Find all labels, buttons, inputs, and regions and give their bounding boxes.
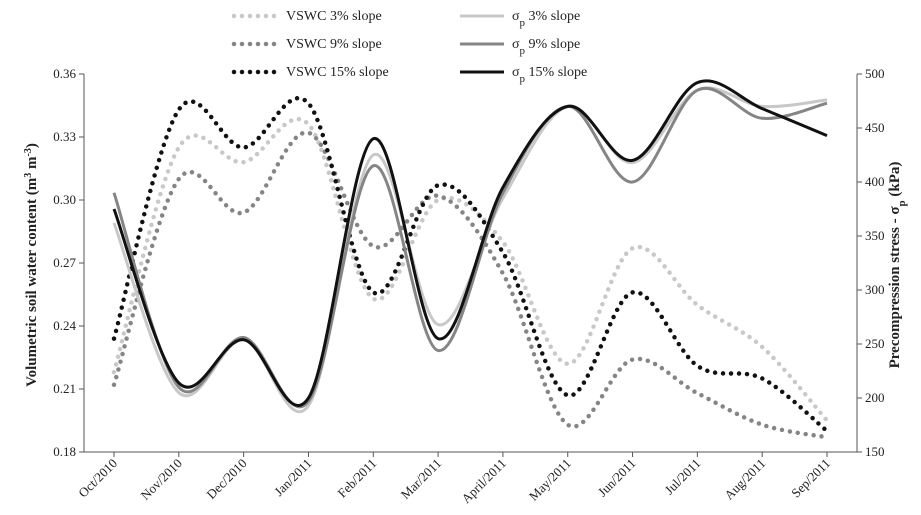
- legend-label: σp 15% slope: [512, 65, 587, 85]
- y-right-tick-label: 150: [865, 444, 885, 459]
- series-line-4: [112, 86, 828, 414]
- series-line-1: [111, 116, 830, 423]
- y-right-tick-label: 250: [865, 336, 885, 351]
- legend-label: VSWC 15% slope: [286, 65, 389, 80]
- x-tick-label: Aug/2011: [721, 456, 768, 503]
- series-line-3: [111, 96, 830, 434]
- legend-suffix: 3% slope: [525, 9, 580, 24]
- series-line-2: [111, 130, 830, 440]
- y-axis-left-title-sup: 3: [23, 173, 34, 178]
- x-tick-label: Jun/2011: [595, 456, 639, 500]
- series-group: [111, 79, 830, 440]
- x-tick-label: Jul/2011: [662, 456, 704, 498]
- y-left-tick-label: 0.24: [53, 318, 76, 333]
- x-tick-label: Mar/2011: [398, 456, 445, 503]
- y-left-tick-label: 0.30: [53, 192, 76, 207]
- y-right-tick-label: 450: [865, 120, 885, 135]
- y-axis-right-title: Precompression stress - σp (kPa): [887, 162, 908, 369]
- legend-sub: p: [520, 73, 526, 85]
- legend-sigma: σ: [512, 65, 520, 80]
- legend-sigma: σ: [512, 9, 520, 24]
- y-left-tick-label: 0.33: [53, 129, 76, 144]
- x-tick-label: Feb/2011: [334, 456, 379, 501]
- x-tick-label: Dec/2010: [203, 456, 249, 502]
- y-right-tick-label: 400: [865, 174, 885, 189]
- x-tick-label: Sep/2011: [788, 456, 833, 501]
- y-right-tick-label: 300: [865, 282, 885, 297]
- y-left-tick-label: 0.27: [53, 255, 76, 270]
- legend-label: VSWC 9% slope: [286, 37, 382, 52]
- series-line-6: [112, 79, 828, 407]
- y-right-tick-label: 350: [865, 228, 885, 243]
- legend-suffix: 9% slope: [525, 37, 580, 52]
- legend-suffix: 15% slope: [525, 65, 587, 80]
- legend-label: σp 3% slope: [512, 9, 580, 29]
- y-axis-right-title-sub: p: [896, 200, 908, 206]
- legend-label: σp 9% slope: [512, 37, 580, 57]
- legend-sub: p: [520, 17, 526, 29]
- legend-label: VSWC 3% slope: [286, 9, 382, 24]
- x-tick-label: April/2011: [458, 456, 509, 507]
- x-tick-label: Jan/2011: [271, 456, 314, 499]
- y-axis-left-title-sup2: -3: [23, 148, 34, 156]
- y-left-tick-label: 0.18: [53, 444, 76, 459]
- y-right-tick-label: 500: [865, 66, 885, 81]
- y-left-tick-label: 0.36: [53, 66, 76, 81]
- legend-sub: p: [520, 45, 526, 57]
- x-tick-label: May/2011: [526, 456, 574, 504]
- y-axis-left-title: Volumetric soil water content (m3 m-3): [23, 143, 41, 387]
- legend: VSWC 3% slope VSWC 9% slope VSWC 15% slope…: [231, 9, 587, 85]
- x-tick-label: Oct/2010: [75, 456, 120, 501]
- x-tick-label: Nov/2010: [138, 456, 185, 503]
- y-left-tick-label: 0.21: [53, 381, 76, 396]
- legend-sigma: σ: [512, 37, 520, 52]
- y-right-tick-label: 200: [865, 390, 885, 405]
